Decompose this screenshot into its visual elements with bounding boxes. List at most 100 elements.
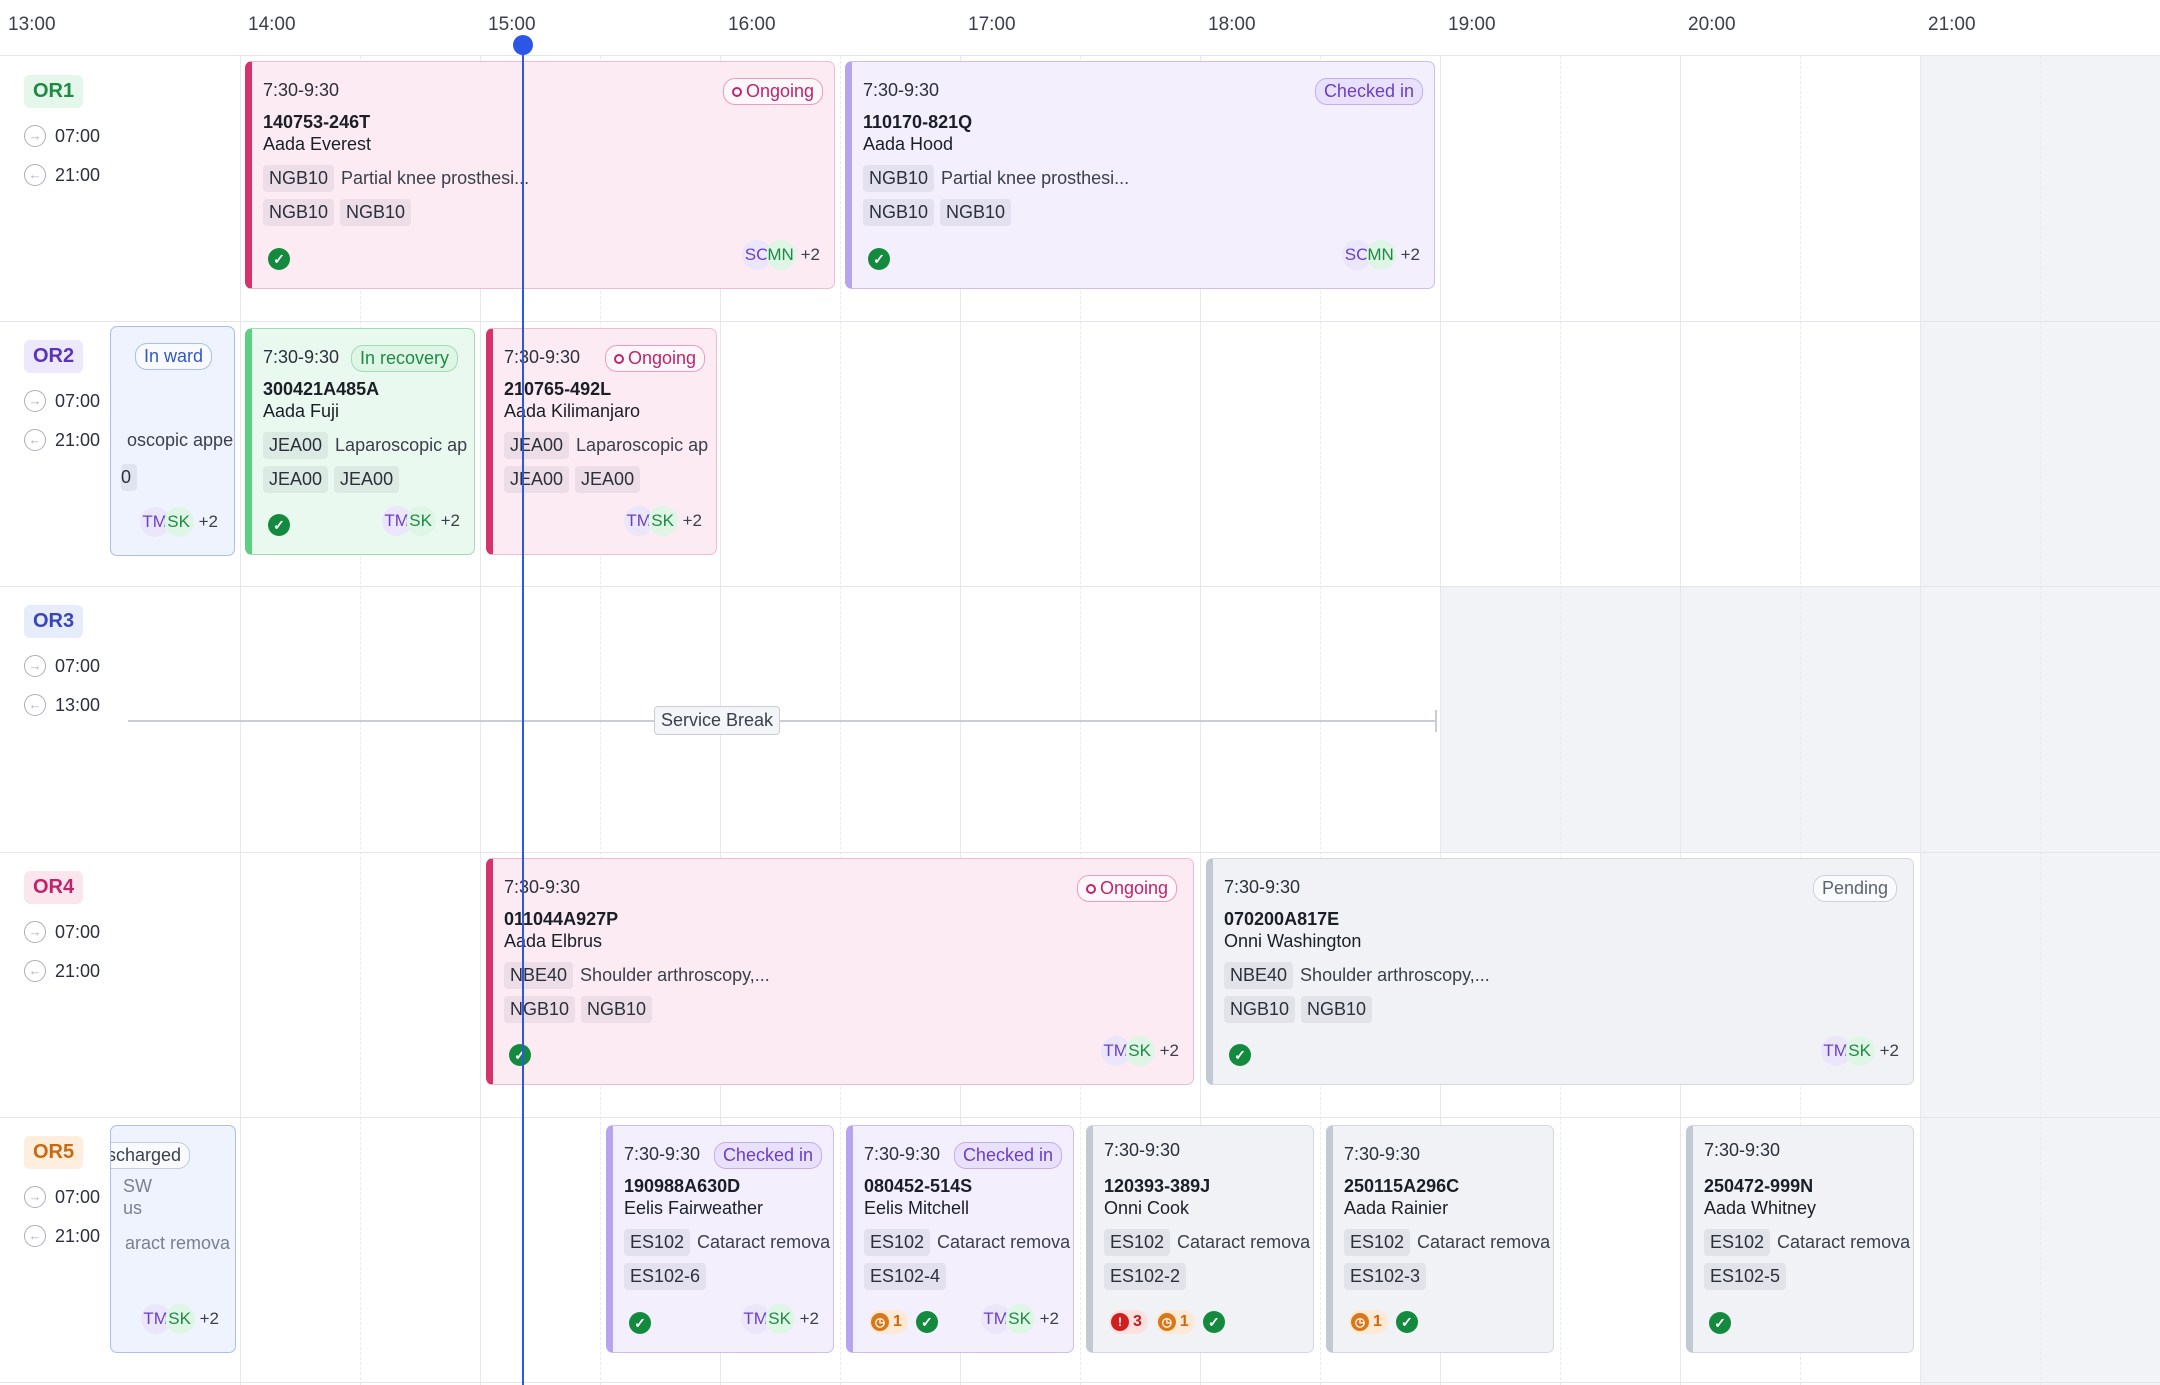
procedure-code: ES102 [864, 1229, 931, 1256]
staff-avatars[interactable]: TM SK +2 [623, 506, 702, 536]
check-circle-icon: ✓ [268, 248, 290, 270]
room-or1[interactable]: OR1 → 07:00 ← 21:00 [0, 57, 128, 321]
service-break-label[interactable]: Service Break [654, 706, 781, 735]
surgery-card[interactable]: 7:30-9:30 250472-999N Aada Whitney ES102… [1686, 1125, 1914, 1353]
card-indicators: ◷ 1 ✓ [869, 1310, 938, 1334]
staff-avatars[interactable]: TM SK +2 [140, 1304, 219, 1334]
hour-gridline [1680, 0, 1681, 1385]
room-badge: OR5 [24, 1136, 84, 1169]
patient-id: 300421A485A [263, 379, 380, 399]
hour-label: 19:00 [1448, 14, 1496, 35]
code-list: NGB10 NGB10 [263, 199, 412, 226]
check-circle-icon: ✓ [268, 514, 290, 536]
check-circle-icon: ✓ [915, 1311, 938, 1333]
arrow-right-circle-icon: → [24, 921, 46, 943]
avatar: MN [1365, 240, 1396, 270]
patient-id: 120393-389J [1104, 1176, 1211, 1196]
hour-gridline [1920, 0, 1921, 1385]
avatar: SK [1124, 1036, 1155, 1066]
status-badge: scharged [111, 1142, 191, 1169]
patient-name: Eelis Mitchell [864, 1198, 970, 1218]
surgery-card[interactable]: 7:30-9:30 250115A296C Aada Rainier ES102… [1326, 1125, 1554, 1353]
row-divider [0, 586, 2160, 587]
staff-avatars[interactable]: TM SK +2 [740, 1304, 819, 1334]
warning-indicator[interactable]: ◷ 1 [1155, 1310, 1195, 1334]
avatar: SK [164, 1304, 195, 1334]
check-circle-icon: ✓ [868, 248, 890, 270]
status-badge: Checked in [953, 1142, 1062, 1169]
more-staff-count: +2 [800, 245, 820, 264]
avatar: TM [980, 1304, 1011, 1334]
patient-name: Onni Cook [1104, 1198, 1190, 1218]
procedure-name: aract remova [125, 1233, 231, 1253]
surgery-card-partial[interactable]: scharged SW us aract remova TM SK +2 [110, 1125, 236, 1353]
code-tag: ES102-3 [1344, 1263, 1427, 1290]
arrow-left-circle-icon: ← [24, 429, 46, 451]
room-or3[interactable]: OR3 → 07:00 ← 13:00 [0, 587, 128, 852]
patient-id: 080452-514S [864, 1176, 973, 1196]
staff-avatars[interactable]: SC MN +2 [741, 240, 820, 270]
surgery-card[interactable]: 7:30-9:30 120393-389J Onni Cook ES102 Cat… [1086, 1125, 1314, 1353]
room-end-time: ← 13:00 [24, 694, 100, 716]
procedure-code: ES102 [624, 1229, 691, 1256]
avatar: MN [765, 240, 796, 270]
procedure: oscopic appe [127, 430, 233, 451]
arrow-left-circle-icon: ← [24, 960, 46, 982]
hour-gridline [240, 0, 241, 1385]
surgery-card[interactable]: 7:30-9:30 In recovery 300421A485A Aada F… [245, 328, 475, 555]
room-start-time: → 07:00 [24, 390, 100, 412]
avatar: SK [1844, 1036, 1875, 1066]
warning-indicator[interactable]: ◷ 1 [1349, 1310, 1388, 1334]
room-or4[interactable]: OR4 → 07:00 ← 21:00 [0, 853, 128, 1117]
procedure-code: JEA00 [263, 432, 329, 459]
procedure-code: NGB10 [263, 165, 335, 192]
patient-name: Aada Kilimanjaro [504, 401, 641, 421]
procedure-name: Laparoscopic ap [335, 435, 468, 455]
avatar: SK [764, 1304, 795, 1334]
surgery-card[interactable]: 7:30-9:30 Ongoing 140753-246T Aada Evere… [245, 61, 835, 289]
surgery-card[interactable]: 7:30-9:30 Checked in 190988A630D Eelis F… [606, 1125, 834, 1353]
room-or2[interactable]: OR2 → 07:00 ← 21:00 [0, 322, 128, 586]
current-time-line [522, 44, 524, 1385]
staff-avatars[interactable]: TM SK +2 [139, 507, 218, 537]
card-time: 7:30-9:30 [864, 1144, 941, 1164]
staff-avatars[interactable]: TM SK +2 [381, 506, 460, 536]
surgery-card[interactable]: 7:30-9:30 Ongoing 210765-492L Aada Kilim… [486, 328, 717, 555]
room-end-time: ← 21:00 [24, 429, 100, 451]
status-badge: Ongoing [1076, 875, 1177, 902]
surgery-card[interactable]: 7:30-9:30 Ongoing 011044A927P Aada Elbru… [486, 858, 1194, 1085]
surgery-card-partial[interactable]: In ward oscopic appe 0 TM SK +2 [110, 326, 235, 556]
surgery-card[interactable]: 7:30-9:30 Pending 070200A817E Onni Washi… [1206, 858, 1914, 1085]
procedure-name: Partial knee prosthesi... [341, 168, 530, 188]
error-indicator[interactable]: ! 3 [1109, 1310, 1148, 1334]
procedure-name: Partial knee prosthesi... [941, 168, 1130, 188]
hour-label: 20:00 [1688, 14, 1736, 35]
surgery-card[interactable]: 7:30-9:30 Checked in 080452-514S Eelis M… [846, 1125, 1074, 1353]
code-tag: NGB10 [940, 199, 1012, 226]
room-or5[interactable]: OR5 → 07:00 ← 21:00 [0, 1118, 128, 1382]
staff-avatars[interactable]: TM SK +2 [1820, 1036, 1899, 1066]
procedure: aract remova [125, 1233, 230, 1254]
more-staff-count: +2 [1879, 1041, 1899, 1060]
code-list: ES102-6 [624, 1263, 707, 1290]
patient-name: Onni Washington [1224, 931, 1362, 951]
card-time: 7:30-9:30 [1104, 1140, 1181, 1160]
card-indicators: ✓ [1709, 1312, 1731, 1334]
card-indicators: ✓ [268, 248, 290, 270]
staff-avatars[interactable]: TM SK +2 [980, 1304, 1059, 1334]
code-tag: JEA00 [504, 466, 570, 493]
code-list: JEA00 JEA00 [504, 466, 641, 493]
warning-indicator[interactable]: ◷ 1 [869, 1310, 908, 1334]
code-list: ES102-4 [864, 1263, 947, 1290]
procedure-code: ES102 [1704, 1229, 1771, 1256]
staff-avatars[interactable]: SC MN +2 [1341, 240, 1420, 270]
surgery-card[interactable]: 7:30-9:30 Checked in 110170-821Q Aada Ho… [845, 61, 1435, 289]
procedure-code: ES102 [1344, 1229, 1411, 1256]
patient-id: 210765-492L [504, 379, 612, 399]
arrow-left-circle-icon: ← [24, 164, 46, 186]
procedure-code: NBE40 [1224, 962, 1294, 989]
current-time-handle[interactable] [513, 35, 533, 55]
check-circle-icon: ✓ [1709, 1312, 1731, 1334]
room-badge: OR3 [24, 605, 84, 638]
staff-avatars[interactable]: TM SK +2 [1100, 1036, 1179, 1066]
